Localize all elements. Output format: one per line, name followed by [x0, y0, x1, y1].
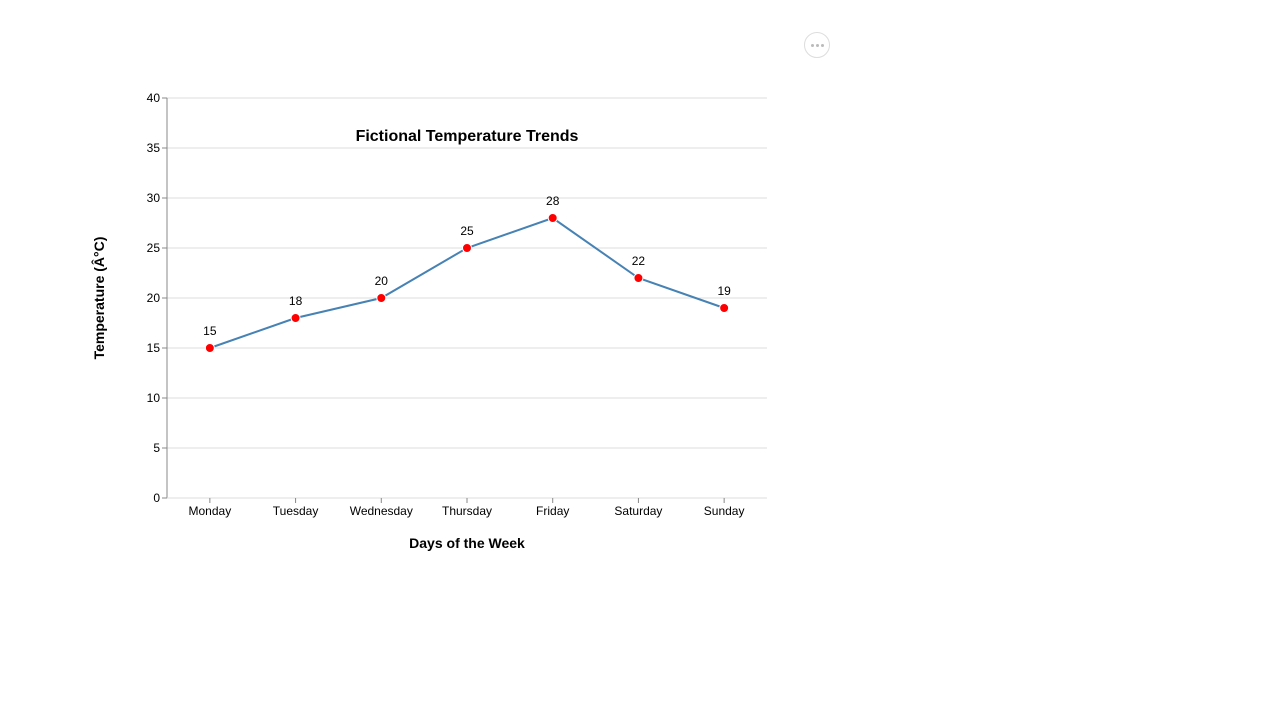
x-tick-label: Wednesday: [350, 504, 413, 518]
y-tick-label: 40: [147, 91, 161, 105]
data-labels: 15 18 20 25 28 22 19: [203, 194, 731, 338]
y-ticks: 0 5 10 15 20 25 30 35 40: [147, 91, 167, 505]
y-axis-title: Temperature (Â°C): [90, 237, 107, 360]
chart-actions-button[interactable]: [804, 32, 830, 58]
data-point: [204, 343, 215, 353]
y-tick-label: 25: [147, 241, 161, 255]
y-tick-label: 0: [153, 491, 160, 505]
more-horizontal-icon: [810, 43, 814, 47]
data-label: 15: [203, 324, 217, 338]
y-tick-label: 35: [147, 141, 161, 155]
gridlines: [167, 97, 767, 499]
x-tick-label: Sunday: [704, 504, 745, 518]
y-tick-label: 5: [153, 441, 160, 455]
x-tick-label: Friday: [536, 504, 569, 518]
data-points: [204, 213, 730, 353]
data-label: 25: [460, 224, 474, 238]
y-tick-label: 20: [147, 291, 161, 305]
data-point: [633, 273, 644, 283]
data-point: [462, 243, 472, 253]
y-tick-label: 10: [147, 391, 161, 405]
x-tick-label: Thursday: [442, 504, 492, 518]
y-tick-label: 15: [147, 341, 161, 355]
data-point: [376, 293, 387, 303]
chart-title: Fictional Temperature Trends: [356, 128, 579, 145]
x-ticks: Monday Tuesday Wednesday Thursday Friday Satu…: [189, 498, 745, 518]
data-point: [719, 303, 730, 313]
data-label: 22: [632, 254, 646, 268]
data-label: 18: [289, 294, 303, 308]
data-point: [290, 313, 301, 323]
data-label: 19: [717, 284, 731, 298]
more-horizontal-icon-dot: [820, 43, 824, 47]
data-label: 20: [375, 274, 389, 288]
data-point: [547, 213, 558, 223]
x-tick-label: Saturday: [614, 504, 662, 518]
x-tick-label: Tuesday: [273, 504, 319, 518]
more-horizontal-icon-dot: [815, 43, 819, 47]
y-tick-label: 30: [147, 191, 161, 205]
x-tick-label: Monday: [189, 504, 232, 518]
x-axis-title: Days of the Week: [409, 535, 525, 551]
data-label: 28: [546, 194, 560, 208]
